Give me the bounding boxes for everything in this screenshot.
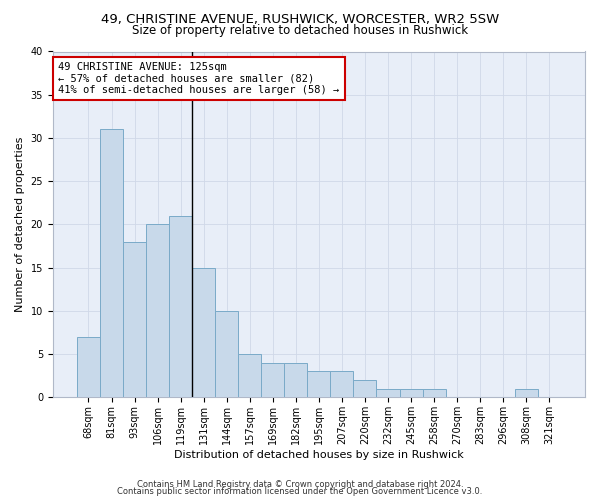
Bar [169, 216, 192, 398]
Text: Contains HM Land Registry data © Crown copyright and database right 2024.: Contains HM Land Registry data © Crown c… [137, 480, 463, 489]
Bar [123, 242, 146, 398]
Bar [284, 363, 307, 398]
Bar [238, 354, 261, 398]
Bar [215, 311, 238, 398]
Bar [307, 372, 331, 398]
Bar [192, 268, 215, 398]
Y-axis label: Number of detached properties: Number of detached properties [15, 137, 25, 312]
Bar [100, 130, 123, 398]
X-axis label: Distribution of detached houses by size in Rushwick: Distribution of detached houses by size … [174, 450, 464, 460]
Bar [77, 337, 100, 398]
Bar [400, 389, 422, 398]
Bar [146, 224, 169, 398]
Text: 49 CHRISTINE AVENUE: 125sqm
← 57% of detached houses are smaller (82)
41% of sem: 49 CHRISTINE AVENUE: 125sqm ← 57% of det… [58, 62, 340, 95]
Bar [515, 389, 538, 398]
Bar [376, 389, 400, 398]
Bar [353, 380, 376, 398]
Bar [261, 363, 284, 398]
Text: Contains public sector information licensed under the Open Government Licence v3: Contains public sector information licen… [118, 488, 482, 496]
Bar [422, 389, 446, 398]
Text: Size of property relative to detached houses in Rushwick: Size of property relative to detached ho… [132, 24, 468, 37]
Text: 49, CHRISTINE AVENUE, RUSHWICK, WORCESTER, WR2 5SW: 49, CHRISTINE AVENUE, RUSHWICK, WORCESTE… [101, 12, 499, 26]
Bar [331, 372, 353, 398]
